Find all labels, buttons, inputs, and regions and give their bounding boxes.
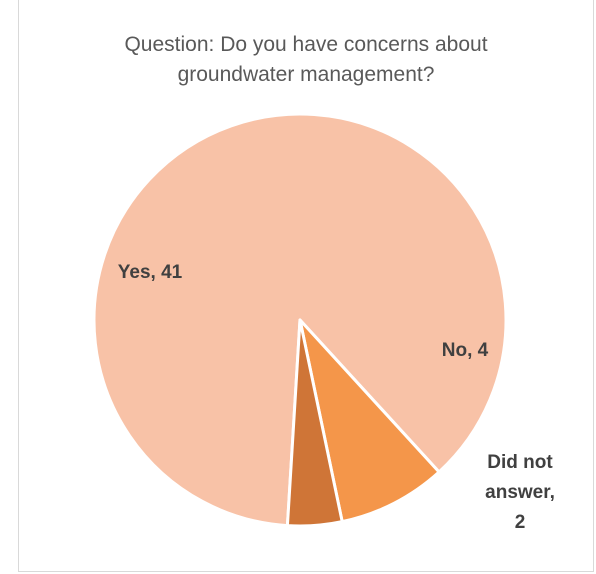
chart-title-line-1: Question: Do you have concerns about [124,33,488,56]
pie-data-labels: Yes, 41 No, 4 Did not answer, 2 [118,262,555,533]
chart-title: Question: Do you have concerns about gro… [18,30,594,90]
data-label-no-line: No, 4 [442,340,489,361]
data-label-no: No, 4 [442,340,489,361]
pie-slices [92,112,508,528]
data-label-did-not-answer-line: Did not [487,452,553,473]
data-label-yes-line: Yes, 41 [118,262,183,283]
data-label-did-not-answer-line: answer, [485,482,555,503]
slice-no [298,318,441,524]
data-label-did-not-answer-line: 2 [515,512,526,533]
data-label-yes: Yes, 41 [118,262,183,283]
chart-title-line-2: groundwater management? [177,63,435,86]
data-label-did-not-answer: Did not answer, 2 [485,452,555,533]
slice-did-not-answer [285,318,344,528]
